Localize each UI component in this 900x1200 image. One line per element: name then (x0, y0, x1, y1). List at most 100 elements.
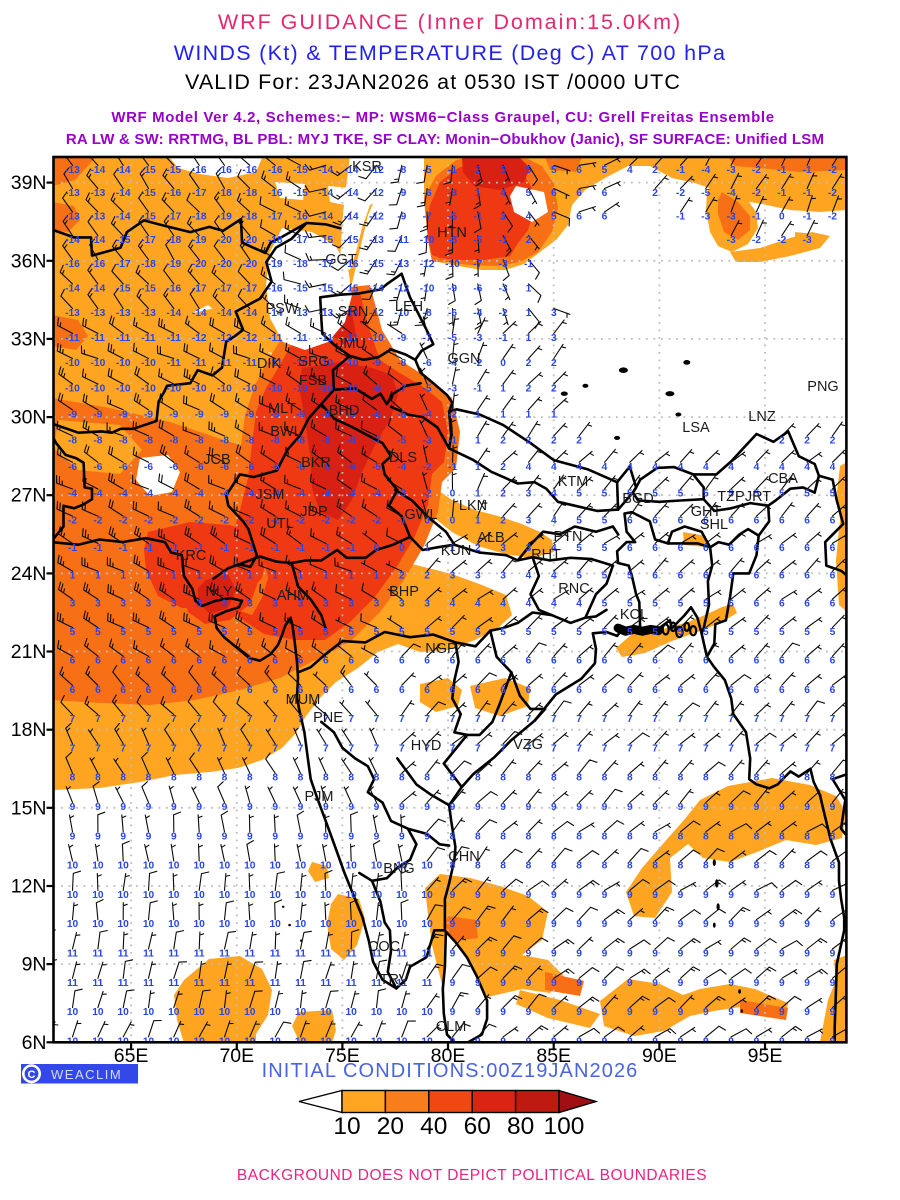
svg-text:9: 9 (222, 831, 228, 842)
svg-text:9: 9 (247, 831, 253, 842)
svg-text:-18: -18 (242, 211, 257, 222)
svg-text:10: 10 (67, 861, 79, 872)
svg-text:0: 0 (374, 543, 380, 554)
svg-text:-16: -16 (268, 283, 283, 294)
svg-text:9: 9 (830, 1007, 836, 1018)
svg-text:7: 7 (804, 714, 810, 725)
svg-text:-7: -7 (372, 435, 381, 446)
svg-text:-10: -10 (369, 333, 384, 344)
svg-text:8: 8 (576, 831, 582, 842)
svg-text:8: 8 (804, 773, 810, 784)
svg-text:11: 11 (244, 978, 255, 989)
svg-text:-9: -9 (296, 409, 305, 420)
svg-text:-2: -2 (296, 516, 305, 527)
svg-text:10: 10 (295, 890, 307, 901)
svg-text:5: 5 (652, 627, 658, 638)
svg-text:-4: -4 (397, 462, 406, 473)
svg-text:5: 5 (602, 165, 608, 176)
svg-text:8: 8 (526, 831, 532, 842)
svg-text:GGT: GGT (325, 252, 357, 268)
svg-text:10: 10 (67, 1036, 79, 1047)
svg-text:10: 10 (143, 890, 155, 901)
svg-text:-9: -9 (68, 409, 77, 420)
svg-text:9: 9 (298, 802, 304, 813)
svg-text:-9: -9 (245, 409, 254, 420)
svg-text:1: 1 (475, 409, 481, 420)
svg-text:-14: -14 (116, 211, 131, 222)
svg-text:4: 4 (627, 462, 633, 473)
svg-text:-16: -16 (268, 188, 283, 199)
svg-text:6: 6 (703, 543, 709, 554)
svg-text:-15: -15 (166, 165, 181, 176)
svg-text:3: 3 (171, 599, 177, 610)
svg-text:5: 5 (678, 627, 684, 638)
svg-text:8: 8 (754, 831, 760, 842)
svg-text:-16: -16 (91, 259, 106, 270)
svg-text:-11: -11 (167, 358, 181, 369)
svg-text:5: 5 (728, 489, 734, 500)
svg-text:-11: -11 (319, 333, 333, 344)
svg-text:LKN: LKN (459, 498, 487, 514)
svg-text:7: 7 (500, 714, 506, 725)
svg-text:9: 9 (526, 802, 532, 813)
svg-text:10: 10 (295, 1036, 307, 1047)
svg-text:4: 4 (652, 462, 658, 473)
svg-text:-9: -9 (93, 409, 102, 420)
svg-text:HTN: HTN (437, 225, 467, 241)
svg-text:9: 9 (602, 978, 608, 989)
svg-text:9: 9 (728, 1036, 734, 1047)
svg-text:-4: -4 (119, 489, 128, 500)
svg-text:9: 9 (804, 802, 810, 813)
svg-text:-3: -3 (727, 235, 736, 246)
svg-text:MLT: MLT (268, 401, 296, 417)
svg-text:5: 5 (678, 599, 684, 610)
svg-text:60: 60 (464, 1113, 491, 1140)
svg-text:3: 3 (196, 599, 202, 610)
svg-text:NGP: NGP (425, 641, 456, 657)
svg-text:8: 8 (652, 773, 658, 784)
svg-text:9: 9 (602, 919, 608, 930)
svg-text:-9: -9 (448, 283, 457, 294)
svg-text:9: 9 (551, 802, 557, 813)
svg-text:8: 8 (779, 773, 785, 784)
svg-text:BWL: BWL (270, 424, 301, 440)
svg-text:-20: -20 (242, 235, 257, 246)
svg-text:9: 9 (627, 802, 633, 813)
svg-text:9: 9 (551, 1036, 557, 1047)
svg-text:-10: -10 (91, 384, 106, 395)
svg-text:10: 10 (371, 890, 383, 901)
svg-text:-16: -16 (166, 188, 181, 199)
svg-text:-12: -12 (369, 308, 384, 319)
svg-text:-3: -3 (448, 384, 457, 395)
svg-text:7: 7 (196, 743, 202, 754)
svg-text:9: 9 (298, 831, 304, 842)
svg-text:-16: -16 (166, 283, 181, 294)
svg-text:-9: -9 (169, 409, 178, 420)
svg-text:2: 2 (551, 358, 557, 369)
svg-text:-5: -5 (473, 235, 482, 246)
svg-text:GHT: GHT (691, 504, 722, 520)
svg-text:7: 7 (95, 714, 101, 725)
svg-text:7: 7 (120, 714, 126, 725)
svg-text:-2: -2 (676, 188, 685, 199)
svg-text:6: 6 (475, 656, 481, 667)
svg-text:39N: 39N (11, 172, 47, 194)
svg-text:-2: -2 (777, 235, 786, 246)
svg-text:-1: -1 (397, 516, 406, 527)
svg-text:-6: -6 (245, 462, 254, 473)
svg-text:8: 8 (424, 773, 430, 784)
svg-text:BNG: BNG (383, 861, 414, 877)
svg-text:1: 1 (95, 571, 101, 582)
svg-text:-10: -10 (116, 384, 131, 395)
svg-text:9: 9 (627, 1007, 633, 1018)
svg-text:8: 8 (678, 773, 684, 784)
svg-text:-8: -8 (423, 308, 432, 319)
svg-text:8: 8 (500, 773, 506, 784)
svg-text:-1: -1 (195, 543, 204, 554)
svg-text:-17: -17 (141, 235, 156, 246)
svg-text:6: 6 (500, 656, 506, 667)
svg-text:6: 6 (272, 685, 278, 696)
svg-text:9: 9 (450, 802, 456, 813)
svg-text:2: 2 (475, 543, 481, 554)
svg-text:UTL: UTL (266, 516, 293, 532)
